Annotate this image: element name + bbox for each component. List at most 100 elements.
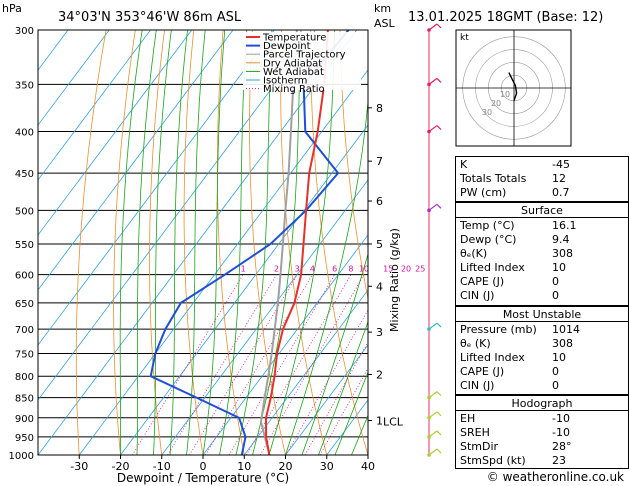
wet-adiabat-line [169, 30, 188, 455]
pressure-tick-labels: 300 350 400 450 500 550 600 650 700 750 800 850 900 9… [9, 26, 34, 462]
hodograph-row: StmDir 28° [456, 440, 628, 453]
pressure-tick-label: 1000 [9, 451, 34, 462]
wind-barb-flag [436, 322, 442, 328]
isotherm-line [38, 30, 151, 181]
surface-row: Temp (°C) 16.1 [456, 219, 628, 232]
pressure-tick-label: 650 [15, 299, 34, 310]
surface-label: CAPE (J) [460, 275, 505, 288]
surface-value: 10 [552, 261, 566, 274]
mixing-ratio-label: 4 [310, 265, 315, 274]
wind-barb-flag [436, 411, 442, 417]
wet-adiabat-line [301, 252, 368, 455]
pressure-tick-label: 550 [15, 240, 34, 251]
x-axis-label: Dewpoint / Temperature (°C) [117, 471, 289, 485]
height-tick-label: 1 [376, 415, 383, 428]
wet-adiabat-line [318, 320, 368, 455]
mixing-ratio-label: 10 [359, 265, 369, 274]
mixing-ratio-axis-label: Mixing Ratio (g/kg) [388, 228, 401, 332]
copyright: © weatheronline.co.uk [487, 470, 624, 484]
surface-value: 308 [552, 247, 573, 260]
surface-label: Lifted Index [460, 261, 525, 274]
most-unstable-row: θₑ (K) 308 [456, 337, 628, 350]
index-row: PW (cm) 0.7 [456, 186, 628, 199]
hodograph-value: -10 [552, 412, 570, 425]
surface-panel: Surface Temp (°C) 16.1 Dewp (°C) 9.4 θₑ(K)… [455, 202, 629, 306]
surface-label: Temp (°C) [460, 219, 515, 232]
isotherm-line [243, 289, 368, 455]
height-tick-label: 4 [376, 280, 383, 293]
lcl-label: LCL [383, 416, 404, 429]
pressure-tick-label: 450 [15, 169, 34, 180]
isotherm-line [38, 30, 110, 126]
km-label: km [374, 2, 391, 15]
most-unstable-label: CAPE (J) [460, 365, 505, 378]
mixing-ratio-label: 3 [295, 265, 300, 274]
mixing-ratio-line [246, 274, 352, 455]
most-unstable-row: Pressure (mb) 1014 [456, 323, 628, 336]
indices-panel: K -45 Totals Totals 12 PW (cm) 0.7 [455, 156, 629, 202]
pressure-tick-label: 750 [15, 349, 34, 360]
legend-label: Wet Adiabat [263, 67, 324, 78]
wind-barb-flag [436, 391, 442, 397]
height-tick-label: 8 [376, 102, 383, 115]
legend-label: Parcel Trajectory [263, 50, 346, 61]
hodograph-label: SREH [460, 426, 490, 439]
hodograph-unit-label: kt [460, 33, 469, 43]
wet-adiabat-line [186, 30, 206, 455]
temperature-tick-labels: -30 -20 -10 0 10 20 30 40 [70, 455, 375, 473]
most-unstable-label: CIN (J) [460, 379, 495, 392]
hodograph-row: SREH -10 [456, 426, 628, 439]
pressure-tick-label: 500 [15, 206, 34, 217]
wind-barb-staff [428, 125, 438, 133]
surface-row: θₑ(K) 308 [456, 247, 628, 260]
dry-adiabat-line [339, 30, 368, 301]
mixing-ratio-label: 20 [401, 265, 411, 274]
legend-label: Dry Adiabat [263, 58, 322, 69]
hodograph-row: StmSpd (kt) 23 [456, 454, 628, 467]
mixing-ratio-label: 1 [241, 265, 246, 274]
height-tick-label: 6 [376, 195, 383, 208]
height-tick-label: 3 [376, 326, 383, 339]
wet-adiabat-line [268, 30, 335, 455]
hodograph-trace [508, 72, 518, 102]
hodograph-value: -10 [552, 426, 570, 439]
hodograph-row: EH -10 [456, 412, 628, 425]
surface-row: CIN (J) 0 [456, 289, 628, 302]
temperature-tick-label: 30 [320, 460, 334, 473]
wind-barb-flag [436, 77, 442, 83]
isotherm-line [38, 30, 69, 71]
mixing-ratio-line [131, 274, 244, 455]
hodograph-panel: Hodograph EH -10 SREH -10 StmDir 28° StmSpd… [455, 395, 629, 469]
most-unstable-value: 0 [552, 365, 559, 378]
surface-title: Surface [521, 204, 563, 217]
mixing-ratio-label: 25 [415, 265, 425, 274]
surface-row: Lifted Index 10 [456, 261, 628, 274]
wind-barb-flag [436, 448, 442, 454]
pressure-tick-label: 850 [15, 394, 34, 405]
pressure-tick-label: 400 [15, 128, 34, 139]
isotherm-line [38, 30, 234, 291]
dewpoint-line [149, 30, 350, 455]
most-unstable-label: Pressure (mb) [460, 323, 537, 336]
surface-value: 9.4 [552, 233, 570, 246]
wet-adiabat-line [334, 371, 368, 455]
index-value: 0.7 [552, 186, 570, 199]
index-row: Totals Totals 12 [456, 172, 628, 185]
asl-label: ASL [374, 17, 396, 30]
most-unstable-row: CAPE (J) 0 [456, 365, 628, 378]
index-label: K [460, 158, 468, 171]
most-unstable-panel: Most Unstable Pressure (mb) 1014 θₑ (K) 30… [455, 306, 629, 395]
pressure-tick-label: 800 [15, 372, 34, 383]
dry-adiabat-line [280, 30, 328, 455]
most-unstable-value: 1014 [552, 323, 580, 336]
location-title: 34°03'N 353°46'W 86m ASL [58, 10, 242, 25]
temperature-line [264, 30, 329, 455]
wind-barb-flag [436, 125, 442, 130]
surface-label: θₑ(K) [460, 247, 488, 260]
hpa-label: hPa [2, 2, 22, 15]
most-unstable-row: CIN (J) 0 [456, 379, 628, 392]
wind-barb-staff [428, 77, 438, 85]
mixing-ratio-label: 6 [332, 265, 337, 274]
hodograph-ring-label: 20 [491, 99, 501, 108]
plot-profiles [149, 30, 350, 455]
